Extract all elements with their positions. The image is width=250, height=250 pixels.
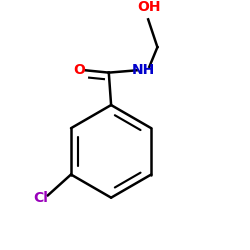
Text: O: O [73, 63, 85, 77]
Text: NH: NH [132, 63, 155, 77]
Text: OH: OH [138, 0, 161, 14]
Text: Cl: Cl [34, 191, 48, 205]
